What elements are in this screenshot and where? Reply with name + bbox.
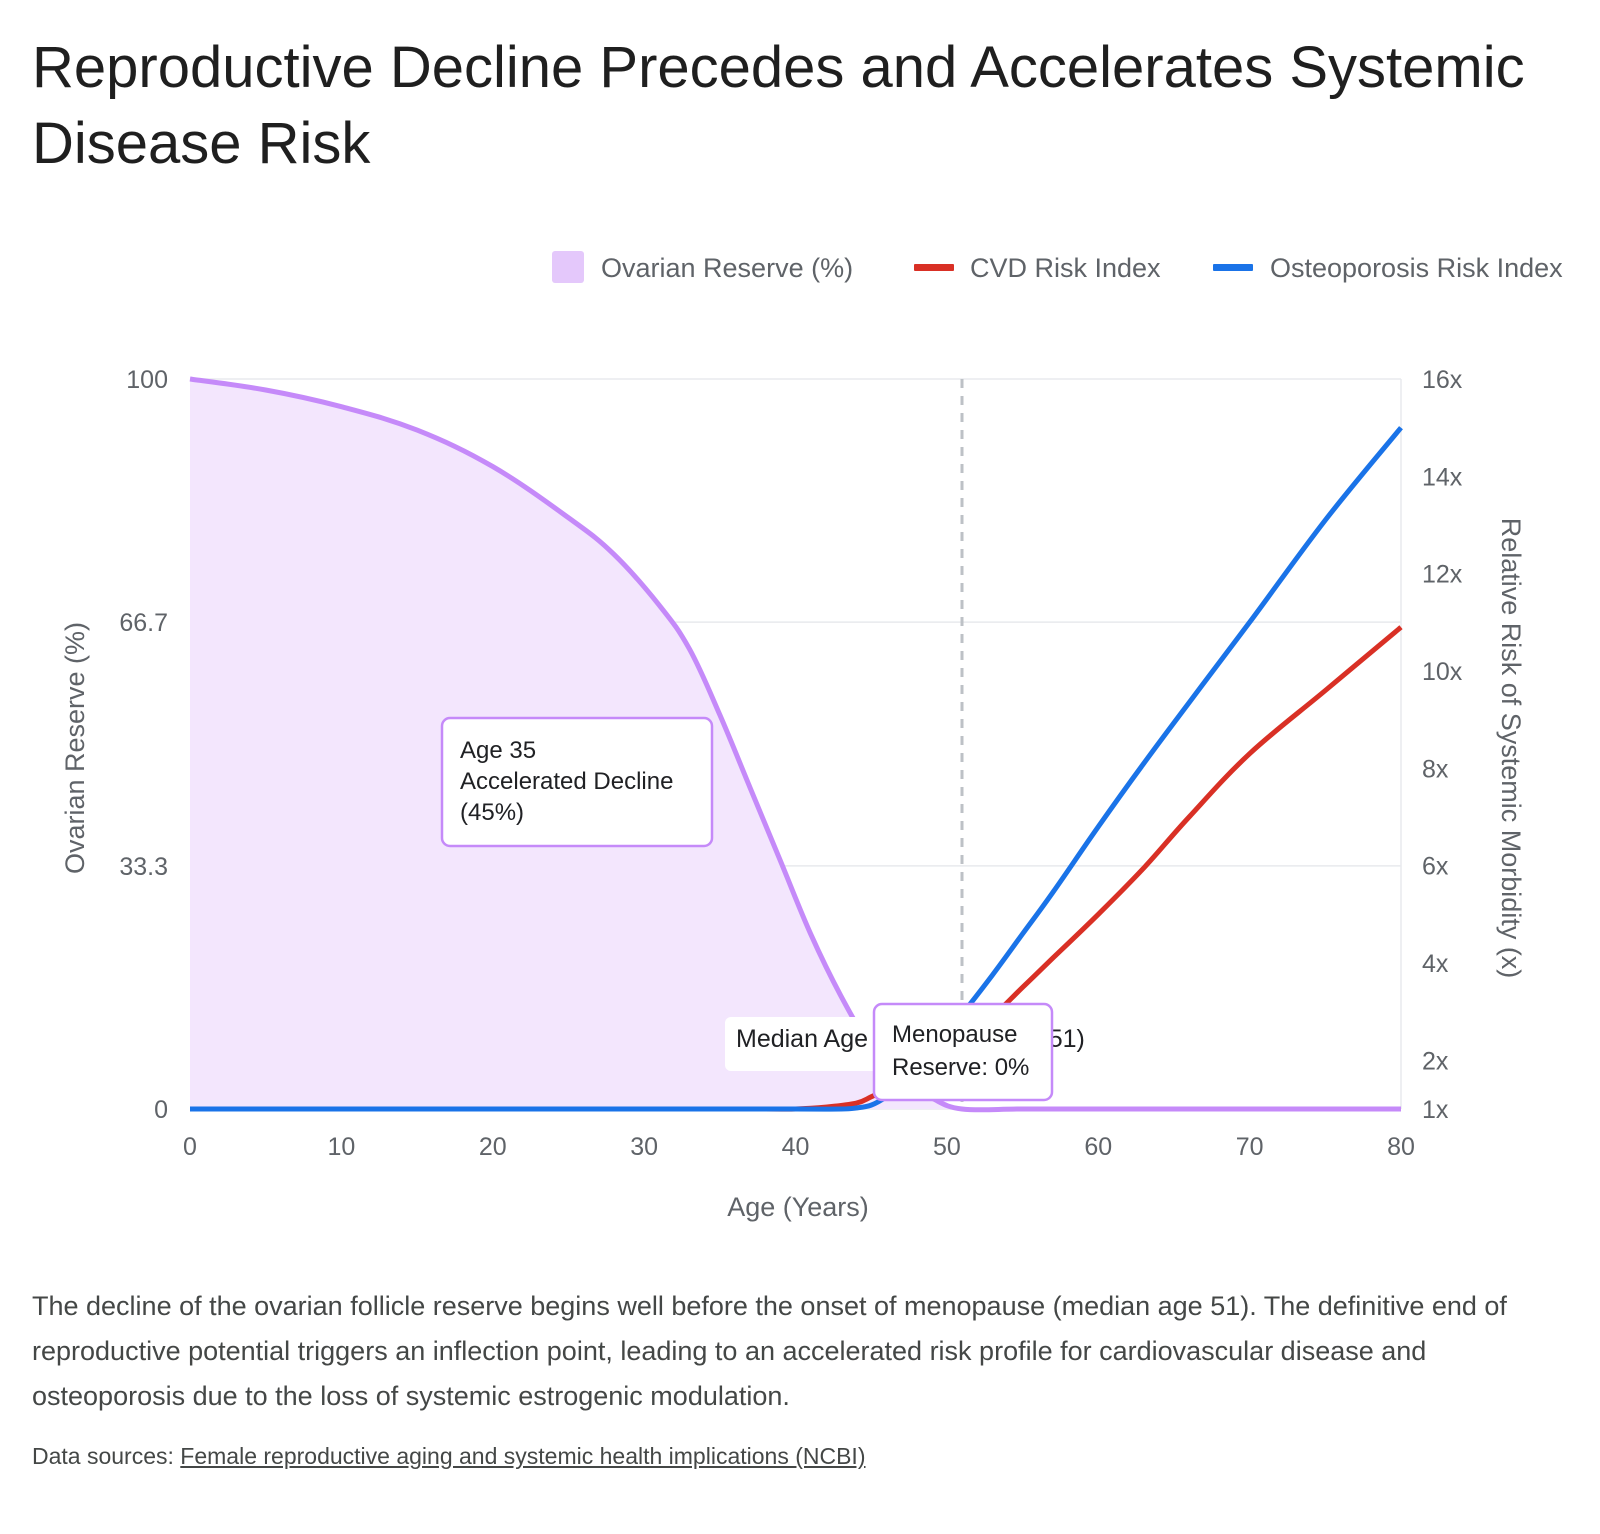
x-axis: 0 10 20 30 40 50 60 70 80 [183, 1133, 1415, 1161]
reserve-area [190, 379, 1401, 1110]
x-tick-label: 10 [327, 1133, 355, 1161]
legend-label-cvd: CVD Risk Index [970, 253, 1161, 283]
callout-menopause-line-2: Reserve: 0% [892, 1054, 1029, 1081]
data-source-link[interactable]: Female reproductive aging and systemic h… [180, 1443, 866, 1469]
series-line-ovarian-reserve [189, 376, 1401, 1113]
y-axis-left-title: Ovarian Reserve (%) [60, 622, 90, 874]
y-axis-right-title: Relative Risk of Systemic Morbidity (x) [1496, 518, 1526, 979]
page-title: Reproductive Decline Precedes and Accele… [32, 35, 1525, 176]
x-tick-label: 20 [479, 1133, 507, 1161]
y-axis-right: 1x 2x 4x 6x 8x 10x 12x 14x 16x [1422, 366, 1463, 1124]
callout-age-35-line-2: Accelerated Decline [460, 768, 673, 795]
callout-age-35-line-1: Age 35 [460, 737, 536, 764]
callout-age-35: Age 35 Accelerated Decline (45%) [440, 716, 714, 848]
y-right-tick-label: 4x [1422, 950, 1449, 978]
callout-menopause: Menopause Reserve: 0% [872, 1002, 1054, 1102]
y-left-tick-label: 33.3 [119, 853, 168, 881]
y-right-tick-label: 8x [1422, 755, 1449, 783]
legend-swatch-osteo [1213, 264, 1253, 271]
y-right-tick-label: 2x [1422, 1047, 1449, 1075]
chart: Ovarian Reserve (%) CVD Risk Index Osteo… [60, 251, 1563, 1222]
data-sources: Data sources: Female reproductive aging … [32, 1440, 1552, 1472]
x-tick-label: 80 [1387, 1133, 1415, 1161]
x-tick-label: 70 [1236, 1133, 1264, 1161]
y-axis-left: 0 33.3 66.7 100 [119, 366, 168, 1124]
x-axis-title: Age (Years) [727, 1192, 869, 1222]
x-tick-label: 40 [782, 1133, 810, 1161]
x-tick-label: 30 [630, 1133, 658, 1161]
reserve-area-fill [190, 379, 1401, 1110]
data-sources-label: Data sources: [32, 1443, 174, 1469]
x-tick-label: 0 [183, 1133, 197, 1161]
legend: Ovarian Reserve (%) CVD Risk Index Osteo… [552, 251, 1563, 283]
y-left-tick-label: 0 [154, 1096, 168, 1124]
y-right-tick-label: 6x [1422, 853, 1449, 881]
y-right-tick-label: 12x [1422, 561, 1463, 589]
legend-swatch-cvd [914, 264, 954, 271]
y-left-tick-label: 100 [126, 366, 168, 394]
callout-menopause-line-1: Menopause [892, 1021, 1017, 1048]
x-tick-label: 50 [933, 1133, 961, 1161]
y-right-tick-label: 10x [1422, 658, 1463, 686]
legend-label-reserve: Ovarian Reserve (%) [601, 253, 853, 283]
callout-age-35-line-3: (45%) [460, 799, 524, 826]
y-left-tick-label: 66.7 [119, 609, 168, 637]
y-right-tick-label: 1x [1422, 1096, 1449, 1124]
y-right-tick-label: 16x [1422, 366, 1463, 394]
chart-description: The decline of the ovarian follicle rese… [32, 1291, 1507, 1411]
y-right-tick-label: 14x [1422, 463, 1463, 491]
legend-label-osteo: Osteoporosis Risk Index [1270, 253, 1563, 283]
legend-swatch-reserve [552, 251, 584, 283]
x-tick-label: 60 [1084, 1133, 1112, 1161]
